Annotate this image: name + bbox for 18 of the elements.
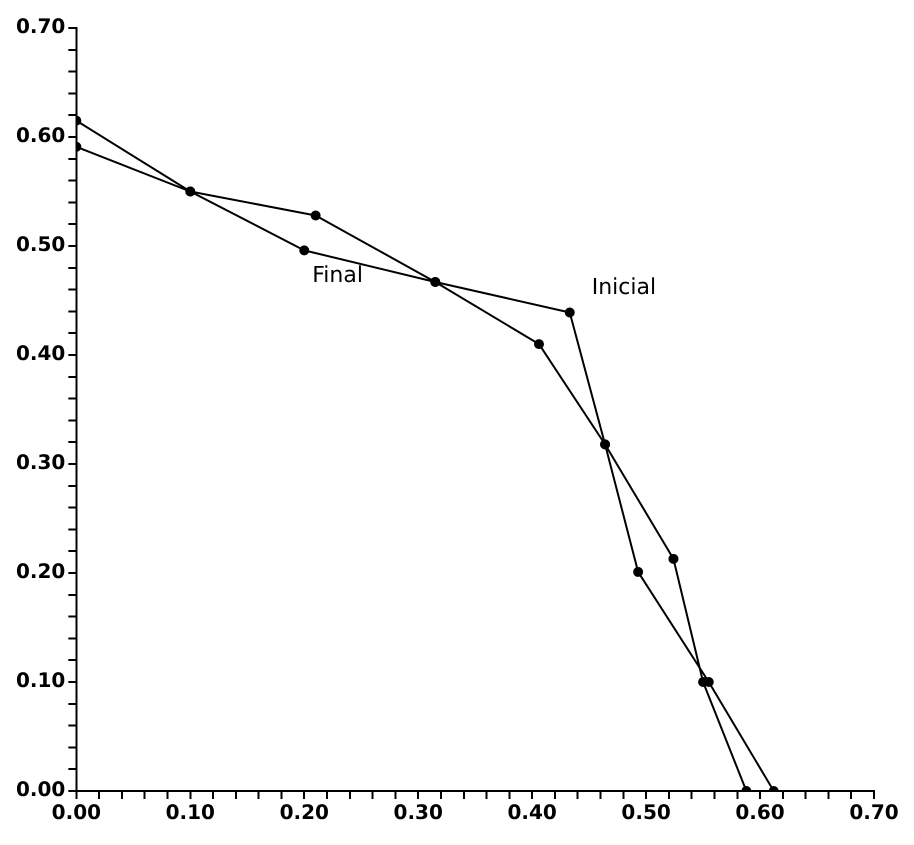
x-tick-label: 0.60: [735, 800, 785, 824]
y-tick-label: 0.60: [16, 123, 66, 148]
x-tick-label: 0.70: [849, 800, 899, 824]
y-tick-label: 0.10: [16, 668, 66, 692]
x-tick-label: 0.20: [280, 800, 329, 824]
y-tick-label: 0.50: [16, 232, 66, 256]
x-tick-label: 0.10: [166, 800, 215, 824]
y-tick-label: 0.30: [16, 450, 66, 474]
y-tick-label: 0.00: [16, 777, 66, 802]
y-tick-label: 0.70: [16, 14, 66, 38]
x-tick-label: 0.40: [507, 800, 557, 824]
x-tick-label: 0.50: [621, 800, 671, 824]
series-label: Inicial: [592, 275, 656, 300]
series-label: Final: [312, 263, 363, 288]
x-tick-label: 0.30: [394, 800, 443, 824]
x-tick-label: 0.00: [52, 800, 102, 824]
y-tick-label: 0.20: [16, 559, 66, 584]
y-tick-label: 0.40: [16, 341, 66, 366]
